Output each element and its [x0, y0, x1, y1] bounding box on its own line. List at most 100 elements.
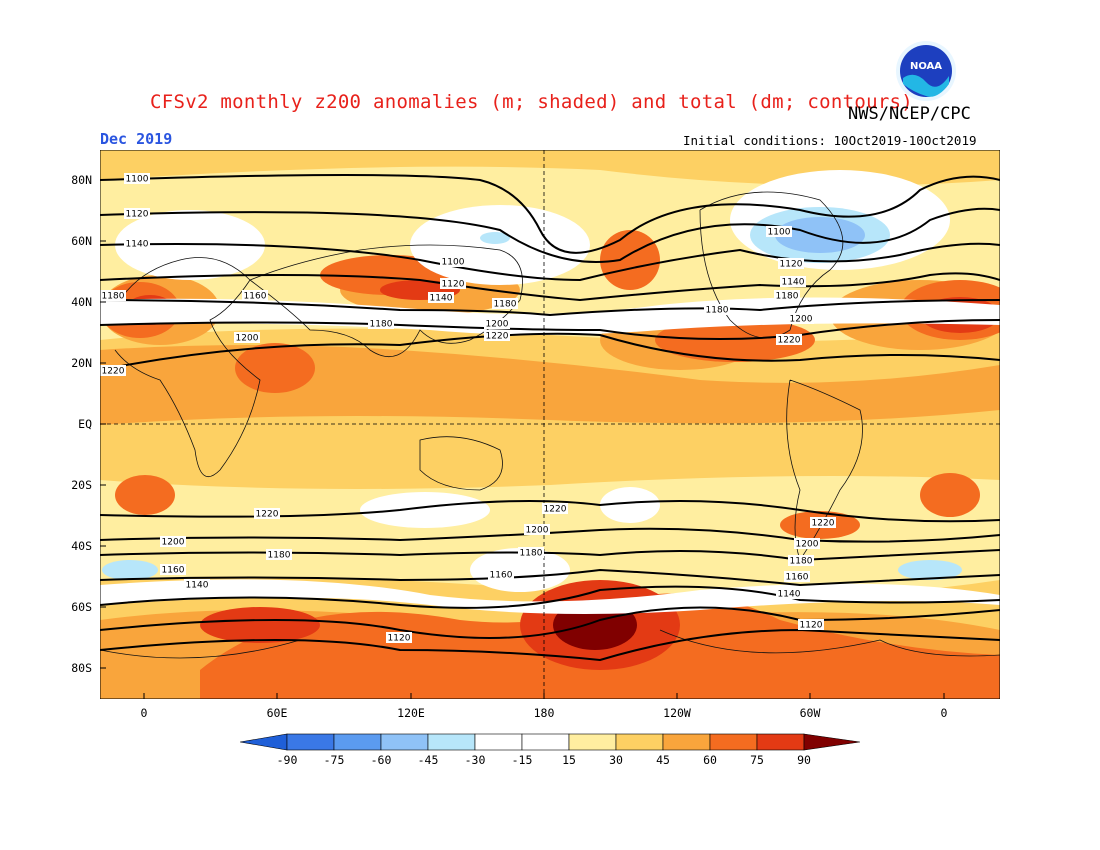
contour-label: 1120: [440, 278, 466, 290]
colorbar-label: 90: [797, 753, 811, 767]
contour-label: 1140: [780, 276, 806, 288]
contour-label: 1160: [242, 290, 268, 302]
svg-text:1120: 1120: [442, 280, 465, 290]
lat-label: 20N: [71, 356, 92, 370]
contour-label: 1220: [484, 330, 510, 342]
contour-label: 1180: [788, 555, 814, 567]
contour-label: 1140: [124, 238, 150, 250]
contour-label: 1180: [266, 549, 292, 561]
contour-label-group: 1100 1120 1140 1100 1120 1140 1180 1160 …: [100, 173, 836, 644]
contour-label: 1180: [100, 290, 126, 302]
svg-text:1180: 1180: [776, 292, 799, 302]
svg-text:1180: 1180: [102, 292, 125, 302]
lat-label: 80N: [71, 173, 92, 187]
svg-text:1180: 1180: [706, 306, 729, 316]
contour-label: 1180: [774, 290, 800, 302]
contour-label: 1120: [778, 258, 804, 270]
svg-text:1160: 1160: [786, 573, 809, 583]
contour-label: 1100: [124, 173, 150, 185]
colorbar: [239, 733, 861, 755]
colorbar-label: 15: [562, 753, 576, 767]
contour-label: 1200: [234, 332, 260, 344]
colorbar-label: 60: [703, 753, 717, 767]
chart-title: CFSv2 monthly z200 anomalies (m; shaded)…: [150, 91, 914, 113]
svg-text:1180: 1180: [268, 551, 291, 561]
contour-label: 1160: [160, 564, 186, 576]
anomaly-map: 1100 1120 1140 1100 1120 1140 1180 1160 …: [99, 149, 1001, 703]
contour-label: 1200: [788, 313, 814, 325]
svg-text:1220: 1220: [812, 519, 835, 529]
contour-label: 1180: [518, 547, 544, 559]
colorbar-label: 30: [609, 753, 623, 767]
svg-text:1200: 1200: [796, 540, 819, 550]
svg-text:1160: 1160: [244, 292, 267, 302]
svg-text:1100: 1100: [768, 228, 791, 238]
forecast-month: Dec 2019: [100, 130, 173, 148]
coastlines: [100, 191, 1000, 659]
svg-text:1180: 1180: [520, 549, 543, 559]
contour-label: 1140: [184, 579, 210, 591]
lat-label: 80S: [71, 661, 92, 675]
svg-text:1140: 1140: [782, 278, 805, 288]
svg-text:1140: 1140: [126, 240, 149, 250]
svg-text:1100: 1100: [442, 258, 465, 268]
lon-label: 0: [940, 706, 948, 720]
contour-label: 1200: [160, 536, 186, 548]
colorbar-label: -45: [417, 753, 439, 767]
svg-text:1220: 1220: [544, 505, 567, 515]
svg-text:1120: 1120: [780, 260, 803, 270]
contour-label: 1200: [524, 524, 550, 536]
agency-label: NWS/NCEP/CPC: [848, 104, 971, 124]
lon-label: 0: [140, 706, 148, 720]
svg-text:1100: 1100: [126, 175, 149, 185]
lat-label: 40N: [71, 295, 92, 309]
contour-label: 1140: [428, 292, 454, 304]
contour-label: 1180: [704, 304, 730, 316]
colorbar-label: -75: [323, 753, 345, 767]
colorbar-label: -15: [511, 753, 533, 767]
noaa-logo-text: NOAA: [910, 61, 942, 72]
contour-label: 1220: [254, 508, 280, 520]
svg-text:1180: 1180: [790, 557, 813, 567]
noaa-logo: NOAA: [895, 40, 957, 102]
contour-label: 1120: [386, 632, 412, 644]
contour-label: 1100: [440, 256, 466, 268]
svg-text:1180: 1180: [494, 300, 517, 310]
shade-neutral-sh-band: [100, 579, 1000, 614]
svg-text:1140: 1140: [430, 294, 453, 304]
contour-label: 1220: [100, 365, 126, 377]
svg-text:1200: 1200: [790, 315, 813, 325]
contour-label: 1120: [124, 208, 150, 220]
contour-label: 1160: [488, 569, 514, 581]
svg-text:1120: 1120: [126, 210, 149, 220]
svg-text:1220: 1220: [778, 336, 801, 346]
svg-text:1160: 1160: [490, 571, 513, 581]
lat-label: EQ: [78, 417, 92, 431]
colorbar-label: -90: [276, 753, 298, 767]
svg-text:1140: 1140: [186, 581, 209, 591]
svg-text:1200: 1200: [162, 538, 185, 548]
colorbar-label: 75: [750, 753, 764, 767]
shade-neutral-nh-band: [100, 297, 1000, 335]
lat-label: 40S: [71, 539, 92, 553]
colorbar-label: 45: [656, 753, 670, 767]
svg-text:1140: 1140: [778, 590, 801, 600]
lon-label: 120E: [397, 706, 425, 720]
svg-text:1160: 1160: [162, 566, 185, 576]
svg-text:1220: 1220: [102, 367, 125, 377]
lat-label: 60S: [71, 600, 92, 614]
height-contours: [100, 174, 1000, 662]
shade-30-north: [100, 150, 1000, 186]
svg-text:1180: 1180: [370, 320, 393, 330]
contour-label: 1200: [484, 318, 510, 330]
initial-conditions: Initial conditions: 10Oct2019-10Oct2019: [683, 133, 977, 148]
contour-label: 1220: [776, 334, 802, 346]
colorbar-label: -60: [370, 753, 392, 767]
svg-text:1220: 1220: [486, 332, 509, 342]
lat-label: 60N: [71, 234, 92, 248]
contour-label: 1100: [766, 226, 792, 238]
lon-label: 180: [533, 706, 555, 720]
contour-label: 1160: [784, 571, 810, 583]
svg-text:1120: 1120: [388, 634, 411, 644]
contour-label: 1140: [776, 588, 802, 600]
